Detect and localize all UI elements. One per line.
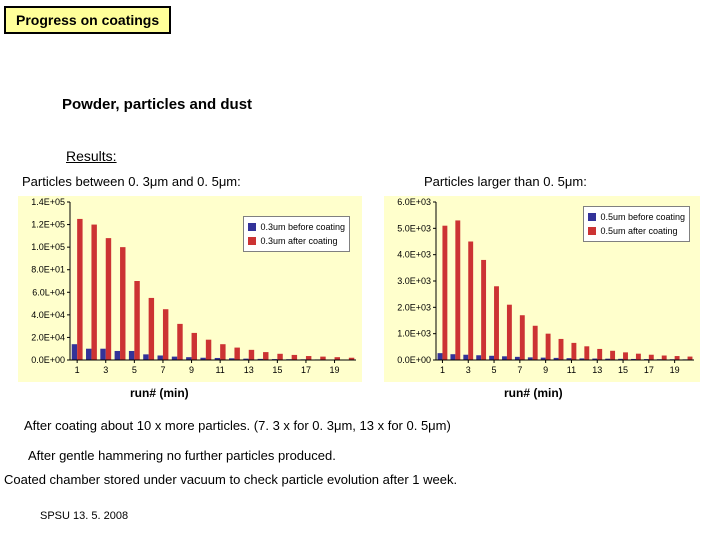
legend-label: 0.5um after coating [600,224,677,238]
svg-text:17: 17 [644,365,654,375]
svg-text:19: 19 [670,365,680,375]
chart-right-xlabel: run# (min) [504,386,563,400]
legend-swatch-icon [588,213,596,221]
svg-text:4.0E+04: 4.0E+04 [31,310,65,320]
svg-text:11: 11 [215,365,224,375]
legend-row: 0.5um before coating [588,210,685,224]
svg-text:15: 15 [272,365,282,375]
chart-left: 0.0E+00 2.0E+04 4.0E+04 6.0L+04 8.0E+01 1.0E+… [18,196,362,382]
note-line-1: After coating about 10 x more particles.… [24,418,451,433]
chart-right: 0.0E+00 1.0E+03 2.0E+03 3.0E+03 4.0E+03 5.0E+… [384,196,700,382]
svg-text:1.0E+03: 1.0E+03 [397,329,431,339]
page-subtitle: Powder, particles and dust [62,96,252,113]
svg-text:3.0E+03: 3.0E+03 [397,276,431,286]
legend-swatch-icon [588,227,596,235]
chart-left-title: Particles between 0. 3μm and 0. 5μm: [22,174,241,189]
svg-text:17: 17 [301,365,311,375]
chart-left-xlabel: run# (min) [130,386,189,400]
svg-text:0.0E+00: 0.0E+00 [31,355,65,365]
legend-row: 0.3um after coating [248,234,345,248]
svg-text:6.0L+04: 6.0L+04 [32,287,65,297]
legend-swatch-icon [248,237,256,245]
svg-text:3: 3 [466,365,471,375]
footer-date: SPSU 13. 5. 2008 [40,510,128,522]
legend-label: 0.3um before coating [260,220,345,234]
svg-text:2.0E+03: 2.0E+03 [397,302,431,312]
svg-text:5: 5 [132,365,137,375]
svg-text:15: 15 [618,365,628,375]
svg-text:1.0E+05: 1.0E+05 [31,242,65,252]
svg-text:2.0E+04: 2.0E+04 [31,332,65,342]
svg-text:7: 7 [160,365,165,375]
svg-text:13: 13 [244,365,254,375]
note-line-2: After gentle hammering no further partic… [28,448,336,463]
legend-label: 0.3um after coating [260,234,337,248]
svg-text:1.2E+05: 1.2E+05 [31,220,65,230]
svg-text:9: 9 [543,365,548,375]
svg-text:0.0E+00: 0.0E+00 [397,355,431,365]
svg-text:7: 7 [517,365,522,375]
note-line-3: Coated chamber stored under vacuum to ch… [4,472,457,487]
svg-text:11: 11 [567,365,576,375]
svg-text:1: 1 [440,365,445,375]
svg-text:6.0E+03: 6.0E+03 [397,197,431,207]
legend-row: 0.3um before coating [248,220,345,234]
svg-text:3: 3 [103,365,108,375]
svg-text:19: 19 [330,365,340,375]
results-label: Results: [66,148,117,164]
chart-right-title: Particles larger than 0. 5μm: [424,174,587,189]
svg-text:9: 9 [189,365,194,375]
svg-text:1.4E+05: 1.4E+05 [31,197,65,207]
svg-text:4.0E+03: 4.0E+03 [397,250,431,260]
chart-right-legend: 0.5um before coating 0.5um after coating [583,206,690,242]
legend-row: 0.5um after coating [588,224,685,238]
svg-text:5: 5 [492,365,497,375]
svg-text:5.0E+03: 5.0E+03 [397,223,431,233]
title-box: Progress on coatings [4,6,171,34]
svg-text:8.0E+01: 8.0E+01 [31,265,65,275]
legend-label: 0.5um before coating [600,210,685,224]
svg-text:1: 1 [75,365,80,375]
chart-left-legend: 0.3um before coating 0.3um after coating [243,216,350,252]
legend-swatch-icon [248,223,256,231]
svg-text:13: 13 [592,365,602,375]
